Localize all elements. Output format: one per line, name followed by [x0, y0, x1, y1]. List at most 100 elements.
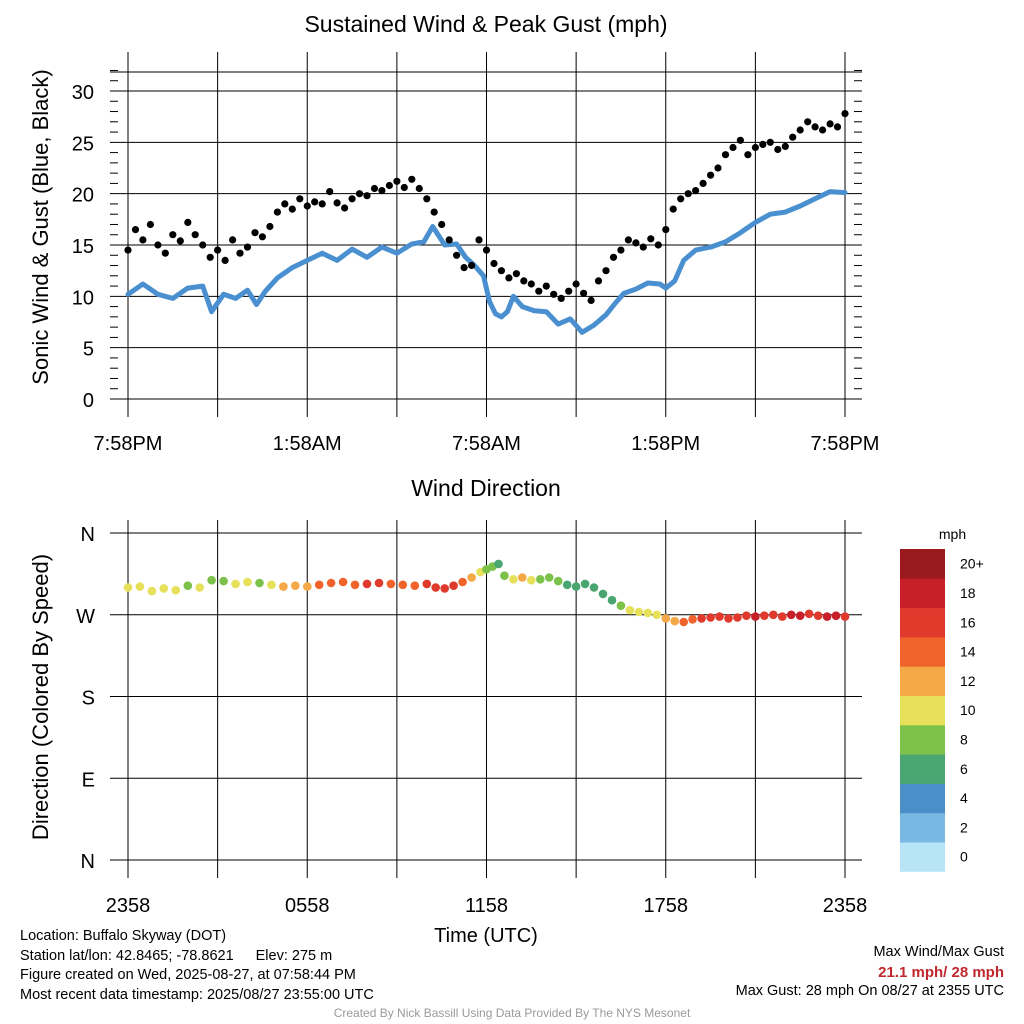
direction-point [386, 579, 396, 589]
peak-gust-point [684, 190, 692, 198]
chart2-ytick: S [82, 688, 95, 710]
peak-gust-point [131, 226, 140, 234]
colorbar-label: 12 [960, 673, 976, 689]
direction-point [350, 580, 360, 590]
peak-gust-point [273, 208, 281, 216]
peak-gust-point [468, 261, 476, 270]
colorbar-label: 18 [960, 585, 976, 601]
direction-point [706, 613, 715, 622]
peak-gust-point [565, 287, 573, 295]
peak-gust-point [124, 246, 132, 254]
colorbar-swatch [900, 636, 945, 667]
direction-point [786, 610, 796, 620]
peak-gust-point [236, 249, 244, 257]
colorbar-label: 16 [960, 614, 976, 630]
colorbar-swatch [900, 842, 945, 872]
colorbar-swatch [900, 724, 945, 755]
peak-gust-point [281, 200, 289, 208]
peak-gust-point [161, 249, 169, 257]
peak-gust-point [370, 184, 379, 193]
direction-point [527, 575, 536, 585]
peak-gust-point [490, 259, 498, 268]
peak-gust-point [214, 246, 222, 254]
direction-point [634, 607, 644, 617]
peak-gust-point [266, 222, 274, 231]
direction-point [398, 580, 408, 590]
peak-gust-point [699, 179, 707, 187]
direction-point [231, 579, 240, 589]
chart2-xtick: 1158 [465, 895, 508, 917]
peak-gust-point [707, 171, 715, 179]
chart2-xtick: 1758 [644, 895, 689, 917]
peak-gust-point [438, 220, 446, 229]
direction-point [661, 614, 671, 623]
peak-gust-point [572, 280, 580, 288]
direction-point [840, 612, 850, 621]
chart2-plot [110, 520, 862, 878]
peak-gust-point [669, 205, 677, 213]
direction-point [804, 609, 814, 619]
chart1-ylabel: Sonic Wind & Gust (Blue, Black) [28, 69, 53, 384]
direction-point [652, 610, 662, 620]
peak-gust-point [811, 123, 819, 131]
direction-point [183, 581, 193, 590]
direction-point [255, 578, 264, 588]
chart1-plot [110, 52, 862, 417]
colorbar-swatch [900, 666, 945, 696]
peak-gust-point [363, 192, 371, 200]
peak-gust-point [819, 126, 827, 134]
chart2-xtick: 2358 [106, 895, 151, 917]
peak-gust-point [378, 187, 386, 195]
peak-gust-point [408, 175, 416, 183]
peak-gust-point [542, 282, 550, 290]
chart2-ytick: E [82, 769, 95, 791]
peak-gust-point [721, 151, 730, 159]
colorbar-label: 20+ [960, 556, 984, 572]
direction-point [643, 608, 653, 618]
peak-gust-point [512, 270, 521, 278]
direction-point [326, 578, 336, 588]
colorbar-swatch [900, 812, 945, 843]
direction-point [243, 577, 252, 587]
direction-point [553, 576, 563, 586]
chart1-ytick: 0 [83, 390, 94, 412]
peak-gust-point [221, 256, 229, 264]
chart2-xlabel: Time (UTC) [434, 925, 538, 947]
chart1-xtick: 1:58AM [273, 433, 342, 455]
direction-point [267, 580, 276, 590]
max-summary: Max Wind/Max Gust 21.1 mph/ 28 mph Max G… [736, 943, 1004, 1002]
direction-point [598, 589, 608, 599]
colorbar-label: 14 [960, 644, 976, 660]
chart2-ytick: N [81, 524, 95, 546]
direction-point [147, 586, 157, 596]
direction-point [544, 573, 554, 582]
direction-point [303, 582, 312, 591]
peak-gust-point [326, 188, 334, 196]
direction-point [207, 575, 216, 585]
peak-gust-point [341, 204, 349, 212]
direction-point [431, 583, 441, 592]
chart1-xtick: 7:58PM [811, 433, 880, 455]
peak-gust-point [535, 287, 543, 295]
peak-gust-point [423, 195, 431, 203]
peak-gust-point [453, 251, 461, 259]
peak-gust-point [639, 243, 647, 251]
direction-point [338, 577, 348, 587]
peak-gust-point [146, 220, 154, 229]
chart1-xtick: 7:58AM [452, 433, 521, 455]
direction-point [571, 582, 581, 591]
peak-gust-point [243, 243, 252, 251]
colorbar-label: 2 [960, 819, 968, 835]
direction-point [795, 611, 805, 620]
chart2-title: Wind Direction [411, 475, 561, 501]
colorbar-swatch [900, 783, 945, 814]
peak-gust-point [609, 253, 618, 261]
peak-gust-point [714, 164, 722, 172]
direction-point [279, 582, 288, 591]
chart1-ytick: 20 [72, 185, 94, 207]
direction-point [422, 579, 432, 589]
recent-timestamp: Most recent data timestamp: 2025/08/27 2… [20, 986, 374, 1003]
direction-point [616, 601, 626, 610]
peak-gust-point [662, 226, 670, 234]
